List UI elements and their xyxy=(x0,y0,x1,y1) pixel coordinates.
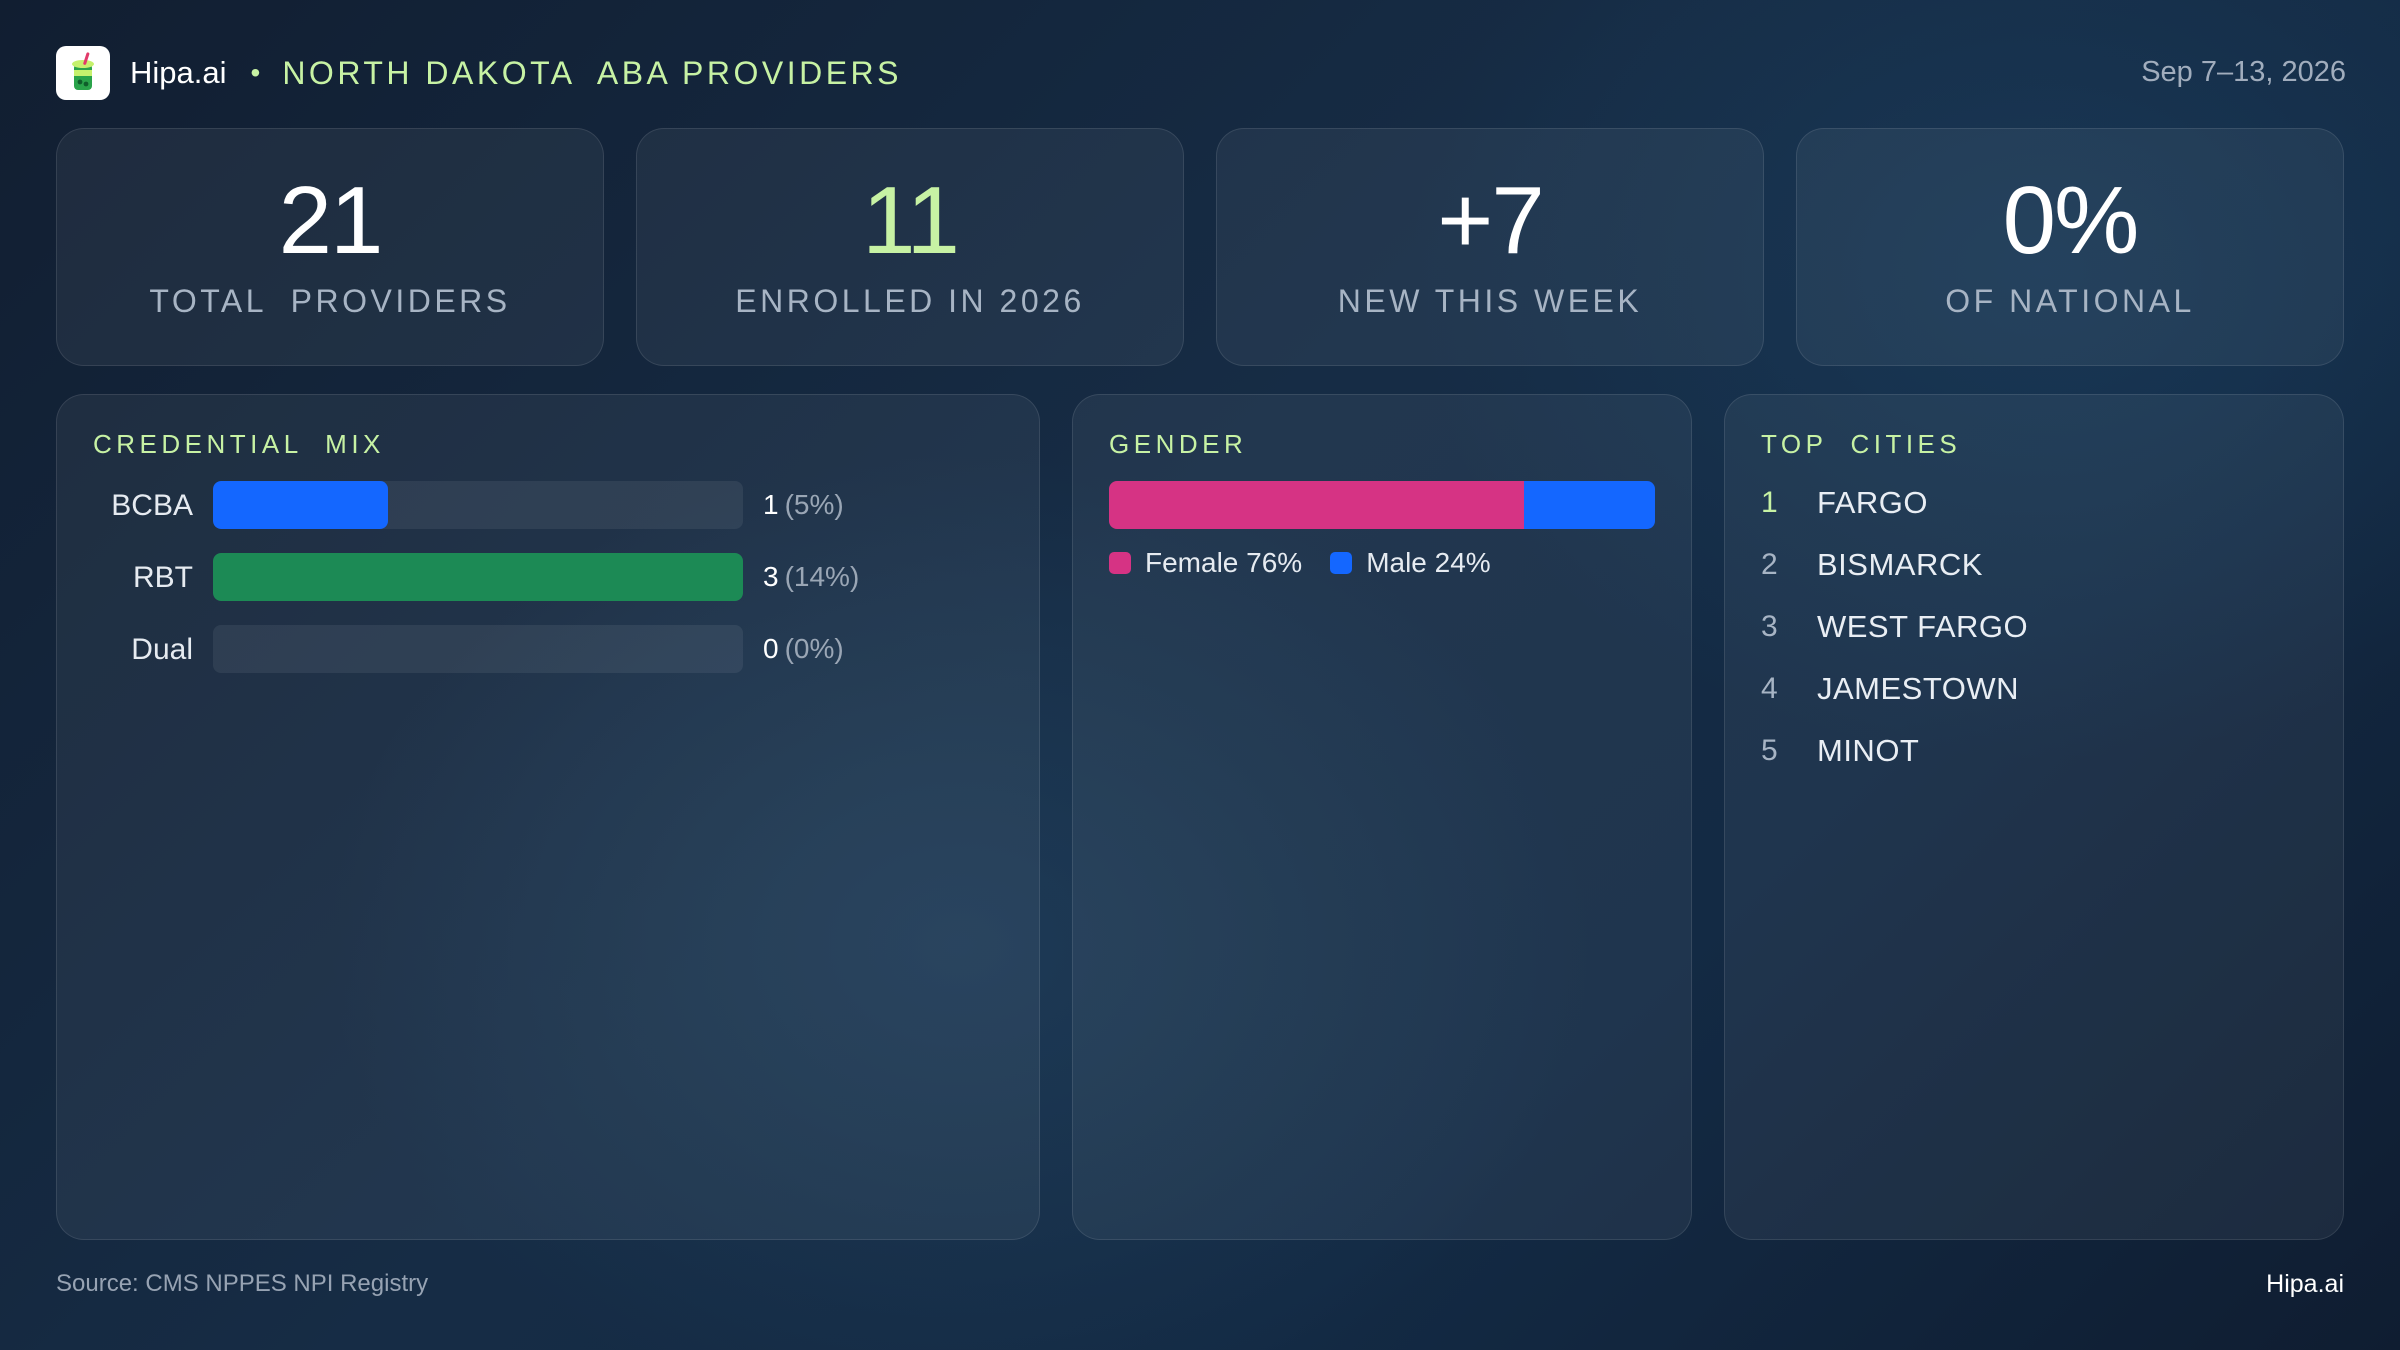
kpi-label: OF NATIONAL xyxy=(1945,283,2195,319)
city-row: 5 MINOT xyxy=(1761,731,1919,771)
bar xyxy=(213,553,743,601)
kpi-card-total-providers: 21 TOTAL PROVIDERS xyxy=(56,128,604,366)
kpi-label: ENROLLED IN 2026 xyxy=(735,283,1085,319)
bar-count: 1 xyxy=(763,489,779,520)
legend-label: Male 24% xyxy=(1366,547,1491,578)
kpi-card-enrolled: 11 ENROLLED IN 2026 xyxy=(636,128,1184,366)
bar-category-label: BCBA xyxy=(111,489,193,522)
kpi-card-of-national: 0% OF NATIONAL xyxy=(1796,128,2344,366)
city-name: BISMARCK xyxy=(1817,547,1983,582)
gender-stacked-bar xyxy=(1109,481,1655,529)
legend-item-female: Female 76% xyxy=(1109,547,1302,579)
city-row: 2 BISMARCK xyxy=(1761,545,1983,585)
bar-percent: (14%) xyxy=(784,561,860,592)
city-row: 4 JAMESTOWN xyxy=(1761,669,2019,709)
source-note: Source: CMS NPPES NPI Registry xyxy=(56,1270,429,1297)
kpi-value: 21 xyxy=(278,167,384,274)
bar xyxy=(213,481,388,529)
bar-track xyxy=(213,625,743,673)
gender-legend: Female 76% Male 24% xyxy=(1109,547,1519,579)
credential-row-bcba: BCBA 1 (5%) xyxy=(57,481,1039,529)
logo xyxy=(56,46,110,100)
bar-category-label: Dual xyxy=(131,633,193,666)
kpi-label: NEW THIS WEEK xyxy=(1337,283,1643,319)
kpi-card-new-this-week: +7 NEW THIS WEEK xyxy=(1216,128,1764,366)
gender-segment-female xyxy=(1109,481,1524,529)
page-title: NORTH DAKOTA ABA PROVIDERS xyxy=(282,54,902,91)
separator-dot: • xyxy=(250,57,261,88)
bar-value-label: 1 (5%) xyxy=(763,489,844,521)
legend-swatch xyxy=(1109,552,1131,574)
city-rank: 2 xyxy=(1761,548,1778,581)
bar-count: 0 xyxy=(763,633,779,664)
legend-label: Female 76% xyxy=(1145,547,1303,578)
header: Hipa.ai • NORTH DAKOTA ABA PROVIDERS xyxy=(56,46,902,100)
top-cities-panel: TOP CITIES 1 FARGO 2 BISMARCK 3 WEST FAR… xyxy=(1724,394,2344,1240)
city-row: 3 WEST FARGO xyxy=(1761,607,2028,647)
bar-percent: (0%) xyxy=(784,633,844,664)
city-name: FARGO xyxy=(1817,485,1929,520)
credential-row-rbt: RBT 3 (14%) xyxy=(57,553,1039,601)
bar-count: 3 xyxy=(763,561,779,592)
bar-track xyxy=(213,553,743,601)
panel-title: TOP CITIES xyxy=(1761,429,1962,459)
drink-cup-icon xyxy=(72,52,94,90)
kpi-value: 0% xyxy=(2002,167,2140,274)
bar-category-label: RBT xyxy=(133,561,193,594)
brand-name: Hipa.ai xyxy=(130,55,227,90)
city-name: WEST FARGO xyxy=(1817,609,2029,644)
credential-mix-panel: CREDENTIAL MIX BCBA 1 (5%) RBT 3 (14%) Dual 0 (0… xyxy=(56,394,1040,1240)
city-rank: 1 xyxy=(1761,486,1778,519)
panel-title: CREDENTIAL MIX xyxy=(93,429,385,459)
city-rank: 4 xyxy=(1761,672,1778,705)
city-rank: 3 xyxy=(1761,610,1778,643)
credential-row-dual: Dual 0 (0%) xyxy=(57,625,1039,673)
footer-brand: Hipa.ai xyxy=(2266,1270,2344,1298)
date-range: Sep 7–13, 2026 xyxy=(2141,56,2346,88)
city-row: 1 FARGO xyxy=(1761,483,1928,523)
city-name: MINOT xyxy=(1817,733,1920,768)
panel-title: GENDER xyxy=(1109,429,1248,459)
gender-panel: GENDER Female 76% Male 24% xyxy=(1072,394,1692,1240)
bar-value-label: 0 (0%) xyxy=(763,633,844,665)
kpi-label: TOTAL PROVIDERS xyxy=(149,283,511,319)
gender-segment-male xyxy=(1523,481,1655,529)
bar-track xyxy=(213,481,743,529)
legend-swatch xyxy=(1330,552,1353,574)
kpi-value: 11 xyxy=(862,167,960,274)
kpi-value: +7 xyxy=(1437,167,1544,274)
city-rank: 5 xyxy=(1761,734,1778,767)
bar-value-label: 3 (14%) xyxy=(763,561,859,593)
legend-item-male: Male 24% xyxy=(1330,547,1491,579)
bar-percent: (5%) xyxy=(784,489,844,520)
city-name: JAMESTOWN xyxy=(1817,671,2019,706)
